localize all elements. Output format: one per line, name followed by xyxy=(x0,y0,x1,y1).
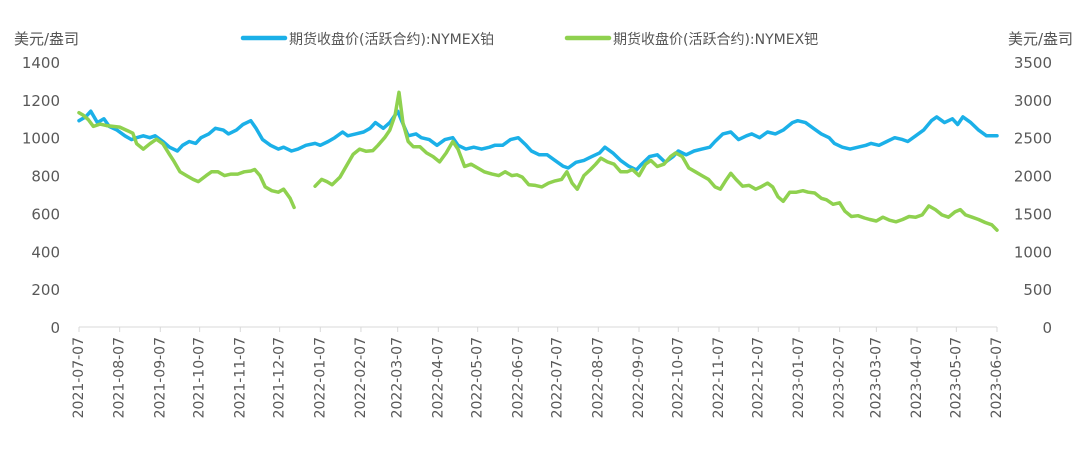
series-line-palladium xyxy=(313,90,999,232)
left-y-tick-label: 600 xyxy=(31,205,60,223)
x-tick-label: 2022-05-07 xyxy=(470,337,486,418)
x-tick-label: 2022-07-07 xyxy=(550,337,566,418)
x-tick-label: 2021-12-07 xyxy=(272,337,288,418)
right-y-tick-label: 3500 xyxy=(1014,54,1052,72)
left-axis-unit: 美元/盎司 xyxy=(14,30,79,48)
right-y-tick-label: 0 xyxy=(1042,319,1052,337)
right-y-tick-label: 2500 xyxy=(1014,130,1052,148)
x-tick-label: 2021-08-07 xyxy=(112,337,128,418)
right-y-tick-label: 1500 xyxy=(1014,205,1052,223)
x-tick-label: 2023-03-07 xyxy=(868,337,884,418)
left-y-tick-label: 0 xyxy=(50,319,60,337)
x-tick-label: 2022-12-07 xyxy=(750,337,766,418)
left-y-tick-label: 1200 xyxy=(22,92,60,110)
x-tick-label: 2023-06-07 xyxy=(989,337,1005,418)
x-tick-label: 2022-09-07 xyxy=(631,337,647,418)
x-tick-label: 2022-04-07 xyxy=(430,337,446,418)
x-tick-label: 2021-07-07 xyxy=(71,337,87,418)
x-tick-label: 2021-11-07 xyxy=(232,337,248,418)
right-y-tick-label: 3000 xyxy=(1014,92,1052,110)
x-tick-label: 2022-08-07 xyxy=(590,337,606,418)
x-tick-label: 2022-03-07 xyxy=(390,337,406,418)
legend-label-platinum: 期货收盘价(活跃合约):NYMEX铂 xyxy=(289,31,494,48)
x-tick-label: 2022-11-07 xyxy=(711,337,727,418)
x-tick-label: 2022-10-07 xyxy=(670,337,686,418)
left-y-tick-label: 200 xyxy=(31,281,60,299)
x-tick-label: 2021-10-07 xyxy=(192,337,208,418)
x-tick-label: 2021-09-07 xyxy=(152,337,168,418)
right-y-tick-label: 1000 xyxy=(1014,243,1052,261)
left-y-tick-label: 1000 xyxy=(22,130,60,148)
x-tick-label: 2022-01-07 xyxy=(312,337,328,418)
series-line-platinum xyxy=(77,109,999,172)
left-y-tick-label: 800 xyxy=(31,168,60,186)
left-y-tick-label: 1400 xyxy=(22,54,60,72)
series-line-palladium xyxy=(77,110,296,210)
x-tick-label: 2023-04-07 xyxy=(909,337,925,418)
x-tick-label: 2022-06-07 xyxy=(510,337,526,418)
x-tick-label: 2023-01-07 xyxy=(791,337,807,418)
x-tick-label: 2023-02-07 xyxy=(832,337,848,418)
x-tick-label: 2022-02-07 xyxy=(353,337,369,418)
left-y-tick-label: 400 xyxy=(31,243,60,261)
right-y-tick-label: 2000 xyxy=(1014,168,1052,186)
legend-label-palladium: 期货收盘价(活跃合约):NYMEX钯 xyxy=(613,31,818,48)
x-tick-label: 2023-05-07 xyxy=(948,337,964,418)
right-y-tick-label: 500 xyxy=(1023,281,1052,299)
right-axis-unit: 美元/盎司 xyxy=(1008,30,1073,48)
